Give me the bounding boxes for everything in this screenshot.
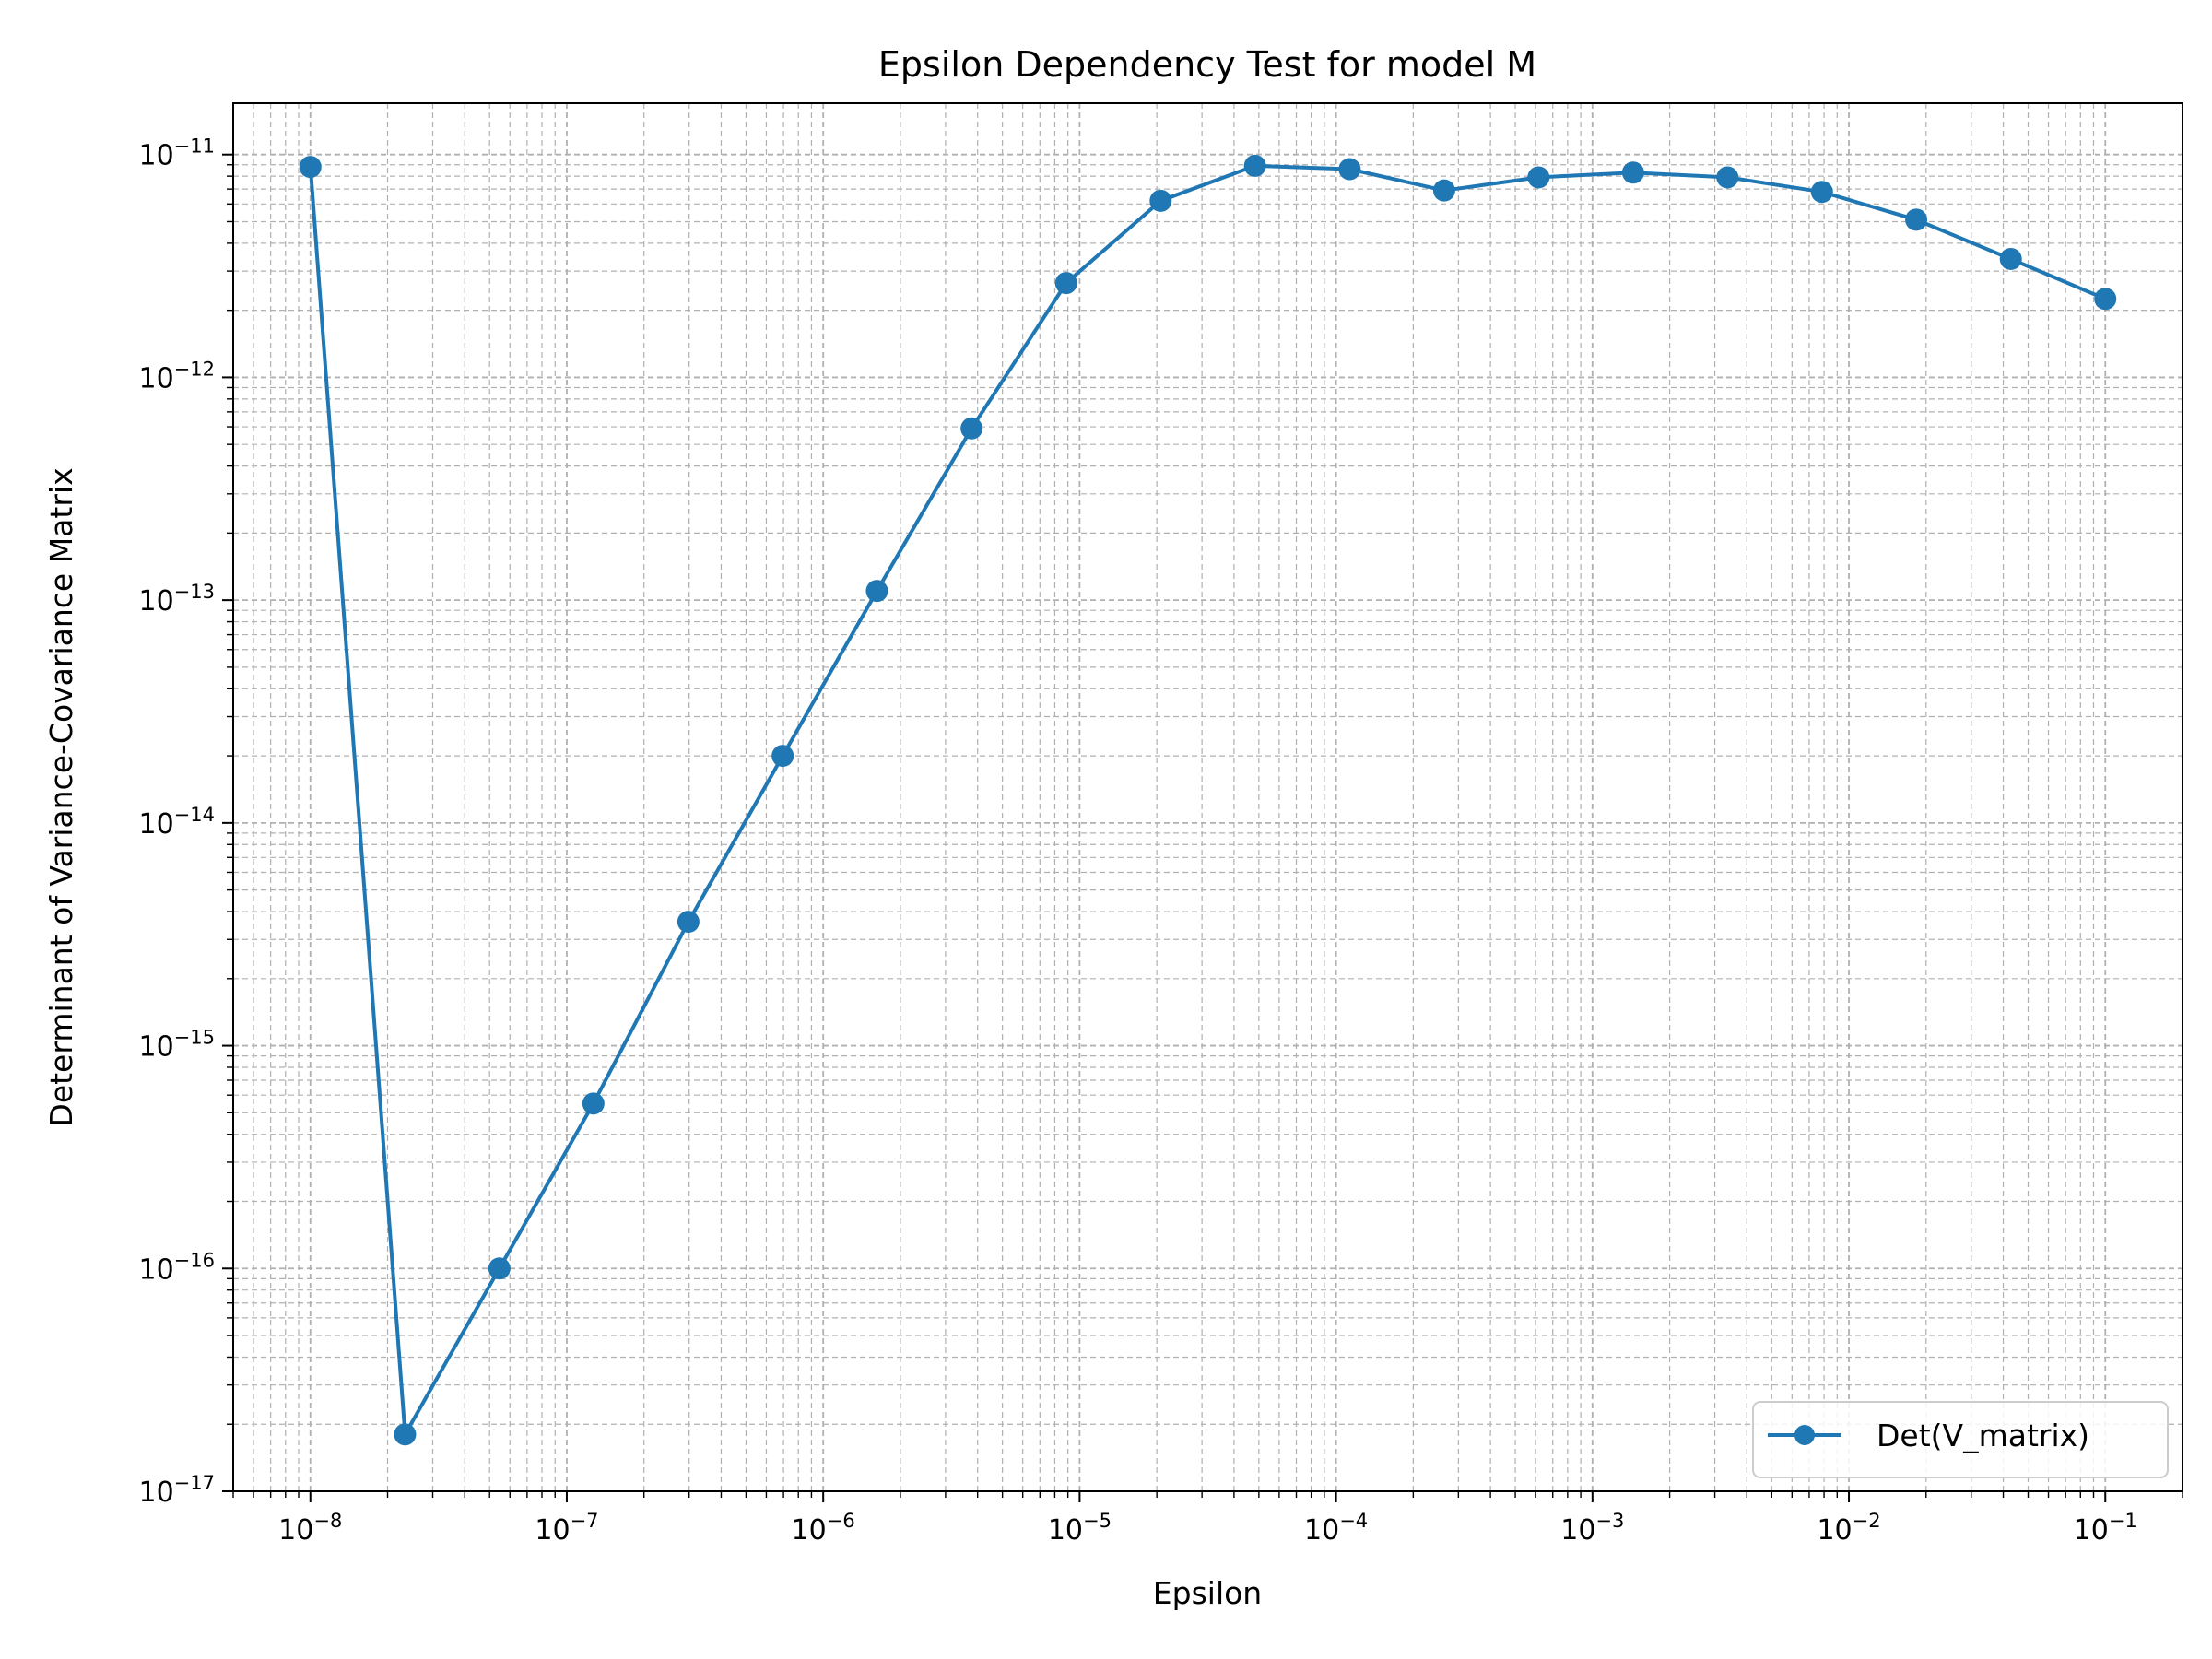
data-point: [2094, 288, 2117, 311]
x-axis-ticks: 10−8 10−7 10−6 10−5 10−4 10−3 10−2 10−1: [232, 1491, 2183, 1547]
y-tick-label: 10−11: [138, 135, 215, 172]
data-point: [1716, 166, 1739, 189]
data-point: [1810, 181, 1833, 204]
y-tick-label: 10−16: [138, 1249, 215, 1286]
data-point: [865, 580, 888, 603]
legend-box: [1752, 1401, 2169, 1478]
data-point: [771, 745, 794, 768]
data-point: [1621, 161, 1644, 184]
legend-label: Det(V_matrix): [1877, 1418, 2089, 1453]
legend-marker-swatch: [1794, 1425, 1815, 1445]
data-point: [394, 1423, 417, 1446]
series-det-v-matrix: [299, 154, 2117, 1446]
data-point: [960, 417, 983, 440]
x-tick-label: 10−8: [278, 1510, 342, 1547]
data-point: [1432, 179, 1455, 202]
x-tick-label: 10−1: [2074, 1510, 2137, 1547]
data-point: [1054, 272, 1077, 295]
y-tick-label: 10−15: [138, 1027, 215, 1064]
x-tick-label: 10−6: [792, 1510, 855, 1547]
x-tick-label: 10−7: [535, 1510, 598, 1547]
x-tick-label: 10−3: [1560, 1510, 1624, 1547]
y-tick-label: 10−17: [138, 1472, 215, 1509]
data-point: [1905, 208, 1928, 231]
data-point: [1149, 189, 1172, 212]
data-point: [488, 1257, 511, 1280]
x-axis-label: Epsilon: [1153, 1575, 1262, 1611]
y-tick-label: 10−13: [138, 581, 215, 618]
data-point: [582, 1092, 605, 1115]
data-point: [1527, 166, 1550, 189]
data-point: [299, 156, 322, 179]
y-tick-label: 10−14: [138, 804, 215, 841]
grid: [232, 103, 2183, 1492]
chart-title: Epsilon Dependency Test for model M: [878, 44, 1536, 85]
legend: Det(V_matrix): [1752, 1401, 2169, 1478]
y-axis-label: Determinant of Variance-Covariance Matri…: [43, 467, 79, 1126]
y-axis-ticks: 10−17 10−16 10−15 10−14 10−13 10−12 10−11: [138, 135, 233, 1509]
data-point: [1243, 154, 1266, 177]
data-point: [1338, 158, 1361, 181]
x-tick-label: 10−4: [1304, 1510, 1368, 1547]
x-tick-label: 10−5: [1048, 1510, 1112, 1547]
plot-frame: [232, 102, 2183, 1492]
data-point: [677, 911, 700, 934]
y-tick-label: 10−12: [138, 358, 215, 394]
data-point: [1999, 247, 2022, 270]
x-tick-label: 10−2: [1817, 1510, 1880, 1547]
series-line: [308, 163, 2106, 1437]
